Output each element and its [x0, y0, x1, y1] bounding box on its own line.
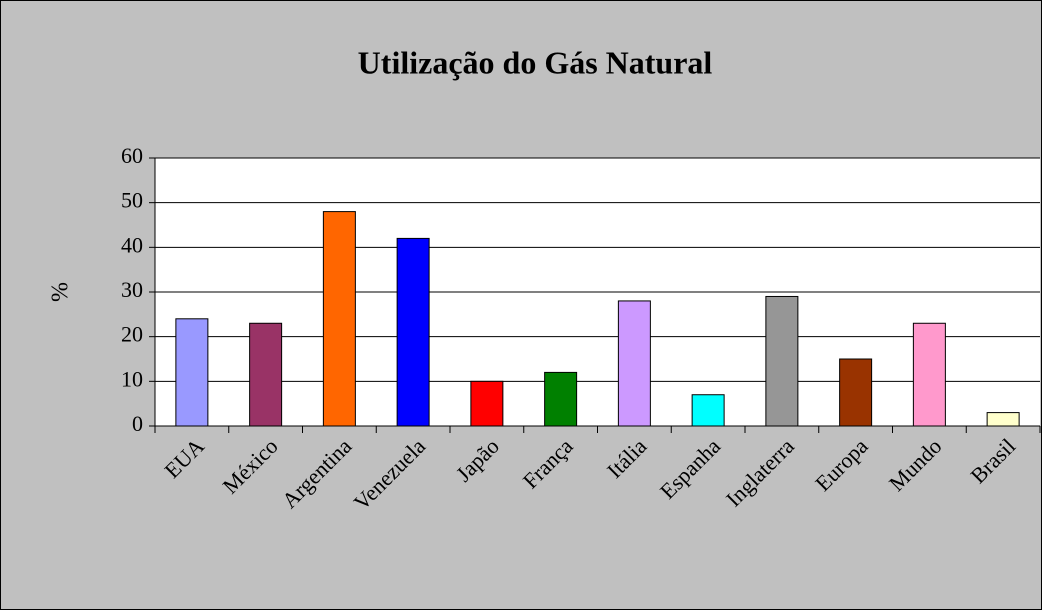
bar [986, 412, 1020, 427]
bar [691, 394, 725, 427]
y-tick-label: 0 [132, 411, 143, 436]
chart-title: Utilização do Gás Natural [358, 44, 713, 80]
y-axis-label: % [48, 282, 74, 302]
bar [396, 237, 430, 427]
y-tick-label: 50 [121, 188, 143, 213]
bar [544, 371, 578, 427]
y-tick-label: 20 [121, 322, 143, 347]
y-tick-label: 60 [121, 143, 143, 168]
bar [617, 300, 651, 427]
y-tick-label: 40 [121, 232, 143, 257]
bar [765, 295, 799, 427]
bar [322, 211, 356, 427]
bar [249, 322, 283, 427]
y-tick-label: 10 [121, 366, 143, 391]
bar [470, 380, 504, 427]
y-tick-label: 30 [121, 277, 143, 302]
bar [839, 358, 873, 427]
bar [175, 318, 209, 427]
bar [912, 322, 946, 427]
